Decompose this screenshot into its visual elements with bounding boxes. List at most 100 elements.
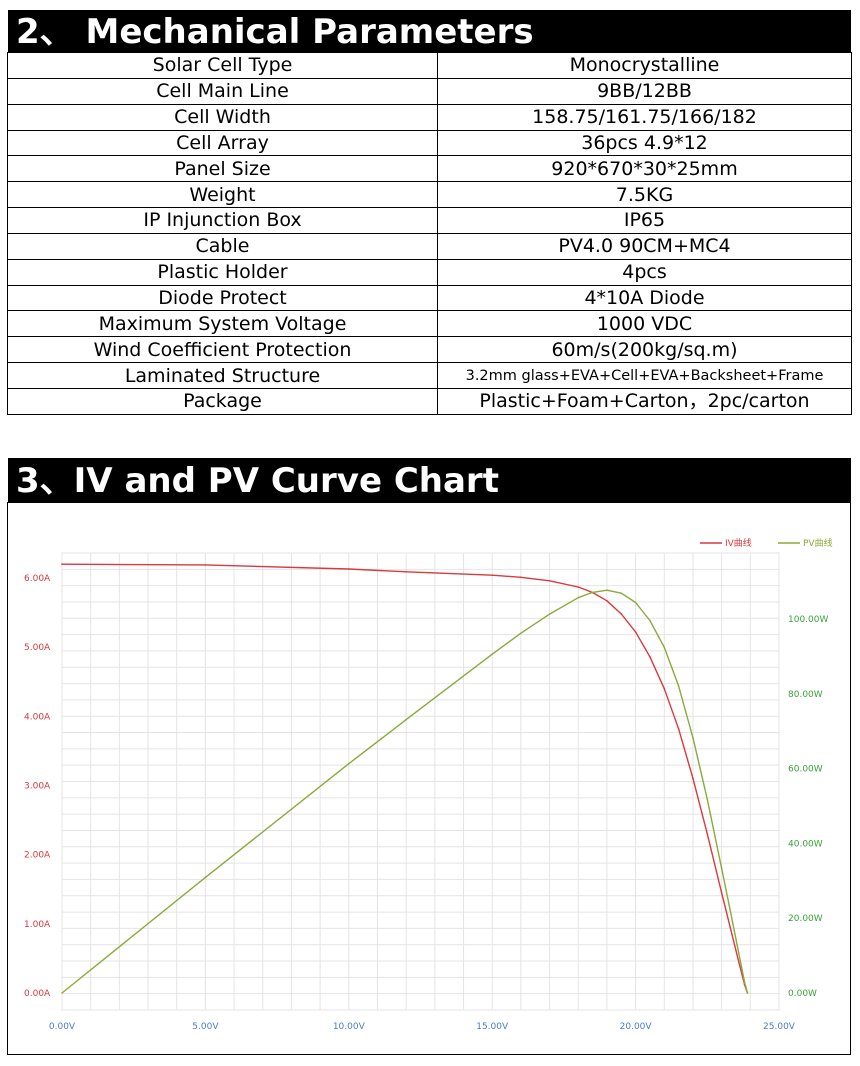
- param-row: Laminated Structure 3.2mm glass+EVA+Cell+…: [7, 362, 852, 389]
- y-tick-label-right: 20.00W: [788, 914, 823, 924]
- data-point-pv: [743, 981, 746, 983]
- param-row: Package Plastic+Foam+Carton，2pc/carton: [7, 387, 852, 415]
- y-tick-label-right: 60.00W: [788, 765, 823, 775]
- param-label: Cable: [7, 232, 438, 260]
- param-row: Plastic Holder 4pcs: [7, 258, 852, 286]
- param-label: Diode Protect: [7, 284, 438, 312]
- legend-label: PV曲线: [803, 537, 833, 549]
- param-label: Maximum System Voltage: [7, 310, 438, 338]
- param-row: Cell Width 158.75/161.75/166/182: [7, 103, 852, 131]
- param-value: 158.75/161.75/166/182: [437, 103, 852, 131]
- data-point-pv: [591, 591, 594, 594]
- param-row: Cell Main Line 9BB/12BB: [7, 77, 852, 105]
- data-point-pv: [405, 718, 407, 721]
- param-label: Cell Main Line: [7, 77, 438, 105]
- iv-pv-chart: 0.00V 5.00V 10.00V 15.00V 20.00V 25.00V 0.00A 1…: [24, 537, 833, 1032]
- param-label: Package: [7, 387, 438, 415]
- data-point-iv: [620, 613, 623, 615]
- param-row: Diode Protect 4*10A Diode: [7, 284, 852, 312]
- data-point-pv: [677, 685, 680, 687]
- param-label: Solar Cell Type: [7, 52, 438, 79]
- iv-pv-chart-frame: 0.00V 5.00V 10.00V 15.00V 20.00V 25.00V 0.00A 1…: [7, 502, 851, 1055]
- param-label: IP Injunction Box: [7, 207, 438, 234]
- param-value: 36pcs 4.9*12: [437, 129, 852, 157]
- data-point-pv: [61, 992, 63, 994]
- param-value: PV4.0 90CM+MC4: [437, 232, 852, 260]
- param-row: Panel Size 920*670*30*25mm: [7, 155, 852, 183]
- section-title-chart: 3、IV and PV Curve Chart: [8, 458, 851, 502]
- data-point-iv: [548, 579, 551, 582]
- param-value: Monocrystalline: [437, 52, 852, 79]
- param-row: Cable PV4.0 90CM+MC4: [7, 232, 852, 260]
- mechanical-parameters-table: Solar Cell Type Monocrystalline Cell Main …: [7, 52, 852, 415]
- param-label: Laminated Structure: [7, 362, 438, 389]
- y-tick-label-left: 0.00A: [24, 989, 51, 999]
- y-tick-label-left: 2.00A: [24, 851, 51, 861]
- series-line-iv: [61, 563, 749, 994]
- x-tick-label: 20.00V: [620, 1022, 653, 1032]
- param-row: IP Injunction Box IP65: [7, 207, 852, 234]
- param-label: Weight: [7, 181, 438, 209]
- param-value: 3.2mm glass+EVA+Cell+EVA+Backsheet+Frame: [437, 362, 852, 389]
- data-point-pv: [720, 867, 723, 869]
- data-point-pv: [634, 601, 637, 604]
- y-tick-label-right: 40.00W: [788, 839, 823, 849]
- param-row: Maximum System Voltage 1000 VDC: [7, 310, 852, 338]
- data-point-iv: [491, 574, 494, 577]
- data-point-iv: [692, 777, 694, 780]
- param-row: Solar Cell Type Monocrystalline: [7, 52, 852, 79]
- data-point-pv: [204, 876, 207, 879]
- param-label: Wind Coefficient Protection: [7, 336, 438, 364]
- legend-label: IV曲线: [725, 537, 752, 549]
- data-point-iv: [520, 576, 522, 579]
- data-point-iv: [706, 833, 709, 835]
- data-point-iv: [204, 564, 207, 566]
- data-point-iv: [677, 727, 680, 730]
- data-point-iv: [729, 926, 732, 929]
- data-point-iv: [61, 563, 63, 565]
- y-tick-label-left: 5.00A: [24, 643, 51, 653]
- x-tick-label: 10.00V: [333, 1022, 366, 1032]
- param-row: Cell Array 36pcs 4.9*12: [7, 129, 852, 157]
- data-point-iv: [649, 656, 651, 658]
- data-point-iv: [720, 891, 723, 894]
- param-value: 4pcs: [437, 258, 852, 286]
- data-point-pv: [348, 762, 350, 765]
- param-label: Cell Array: [7, 129, 438, 157]
- data-point-pv: [548, 613, 551, 615]
- param-label: Panel Size: [7, 155, 438, 183]
- data-point-iv: [663, 687, 666, 690]
- data-point-pv: [746, 992, 749, 994]
- param-row: Weight 7.5KG: [7, 181, 852, 209]
- y-tick-label-right: 100.00W: [788, 615, 828, 625]
- y-tick-label-left: 3.00A: [24, 782, 51, 792]
- data-point-pv: [520, 632, 522, 635]
- section-title-mechanical: 2、 Mechanical Parameters: [8, 10, 851, 52]
- data-point-pv: [577, 596, 580, 599]
- y-tick-label-right: 0.00W: [788, 989, 817, 999]
- data-point-iv: [348, 568, 350, 570]
- data-point-pv: [606, 589, 608, 592]
- param-value: 1000 VDC: [437, 310, 852, 338]
- param-value: Plastic+Foam+Carton，2pc/carton: [437, 387, 852, 415]
- data-point-iv: [738, 961, 740, 963]
- x-tick-label: 5.00V: [192, 1022, 219, 1032]
- param-value: 4*10A Diode: [437, 284, 852, 312]
- param-row: Wind Coefficient Protection 60m/s(200kg/s…: [7, 336, 852, 364]
- y-tick-label-left: 4.00A: [24, 712, 51, 722]
- x-tick-label: 25.00V: [763, 1022, 796, 1032]
- y-tick-label-right: 80.00W: [788, 690, 823, 700]
- param-value: 7.5KG: [437, 181, 852, 209]
- param-value: 60m/s(200kg/sq.m): [437, 336, 852, 364]
- param-label: Cell Width: [7, 103, 438, 131]
- data-point-pv: [729, 909, 732, 912]
- y-tick-label-left: 6.00A: [24, 574, 51, 584]
- data-point-iv: [606, 600, 608, 602]
- data-point-iv: [577, 586, 580, 588]
- data-point-pv: [491, 653, 494, 655]
- series-line-pv: [61, 589, 749, 994]
- param-value: 9BB/12BB: [437, 77, 852, 105]
- data-point-pv: [620, 592, 623, 594]
- x-tick-label: 0.00V: [49, 1022, 76, 1032]
- data-point-iv: [405, 570, 407, 573]
